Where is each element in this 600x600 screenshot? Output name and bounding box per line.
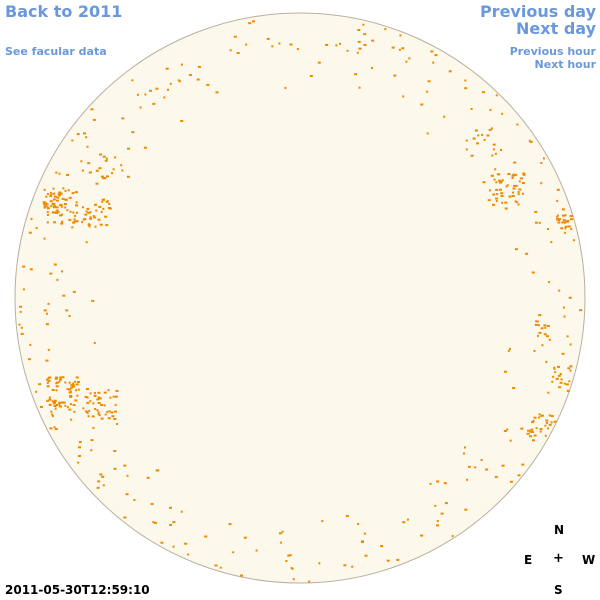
facular-data-link[interactable]: See facular data	[5, 45, 107, 58]
compass-center-mark: +	[553, 551, 564, 566]
previous-hour-link[interactable]: Previous hour	[509, 45, 596, 58]
previous-day-link[interactable]: Previous day	[479, 2, 596, 21]
observation-timestamp: 2011-05-30T12:59:10	[5, 583, 150, 597]
compass-north-label: N	[554, 523, 565, 537]
compass-east-label: E	[524, 553, 533, 567]
next-hour-link[interactable]: Next hour	[534, 58, 597, 71]
compass-south-label: S	[554, 583, 563, 597]
active-region-features	[18, 20, 583, 583]
next-day-link[interactable]: Next day	[516, 19, 596, 38]
back-to-year-link[interactable]: Back to 2011	[5, 2, 123, 21]
compass-west-label: W	[582, 553, 596, 567]
solar-disk	[14, 12, 586, 584]
